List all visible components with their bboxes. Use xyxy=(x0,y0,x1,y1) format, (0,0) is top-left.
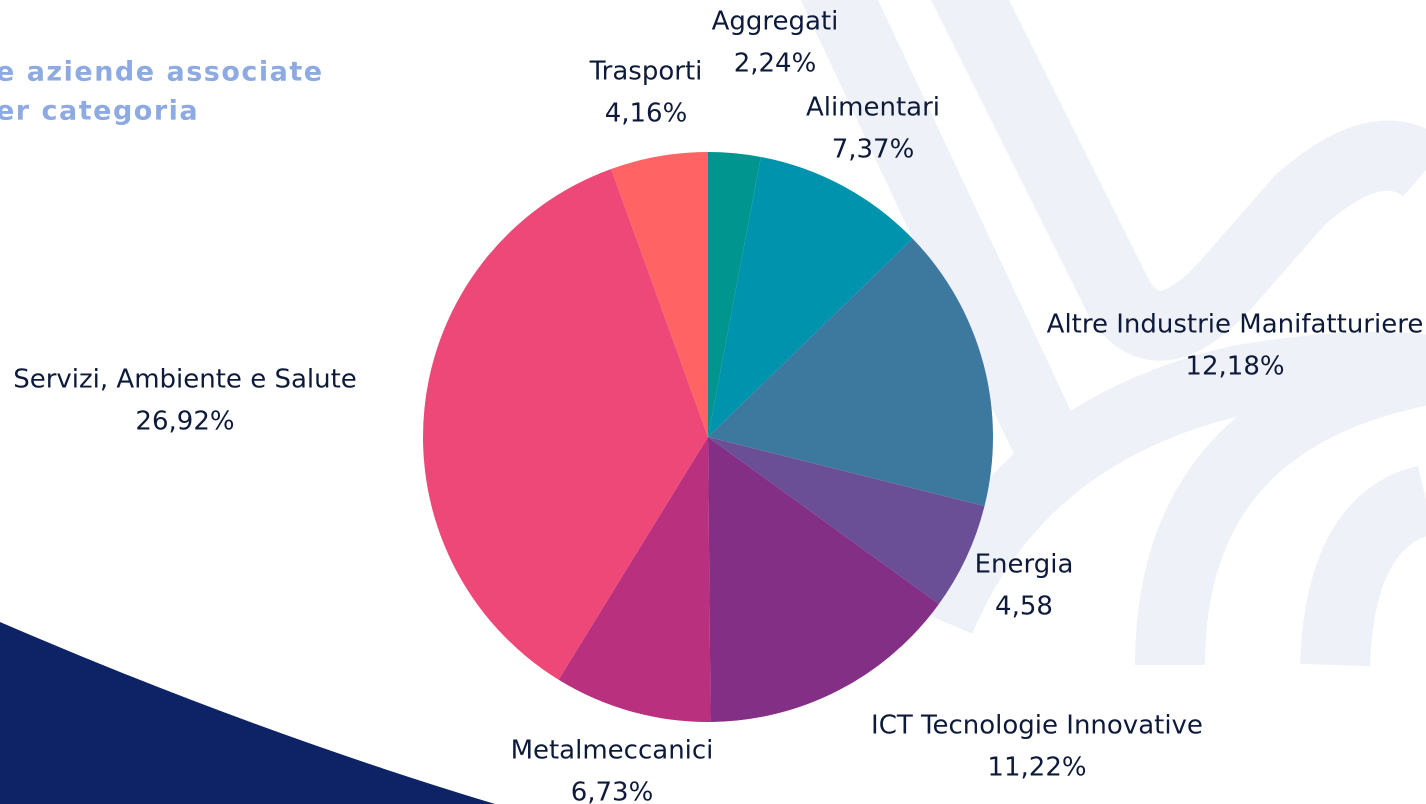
chart: e aziende associate er categoria Aggrega… xyxy=(0,0,1426,804)
slice-name: Metalmeccanici xyxy=(511,736,714,766)
slice-name: Servizi, Ambiente e Salute xyxy=(13,365,357,395)
slice-name: Altre Industrie Manifatturiere xyxy=(1047,310,1424,340)
slice-value-label: 11,22% xyxy=(987,753,1086,783)
pie xyxy=(423,152,993,722)
slice-name: Aggregati xyxy=(712,7,839,37)
navy-shape xyxy=(0,622,495,804)
page: {"chart_data": {"type": "pie", "title_li… xyxy=(0,0,1426,804)
title-line: e aziende associate xyxy=(0,57,324,88)
decor-stroke xyxy=(960,0,1426,326)
title-line: er categoria xyxy=(0,96,199,127)
slice-value-label: 7,37% xyxy=(832,135,915,165)
slice-value-label: 4,58 xyxy=(995,592,1053,622)
slice-value-label: 2,24% xyxy=(734,49,817,79)
slice-name: ICT Tecnologie Innovative xyxy=(871,711,1203,741)
slice-value-label: 6,73% xyxy=(571,778,654,804)
slice-value-label: 12,18% xyxy=(1185,352,1284,382)
slice-name: Trasporti xyxy=(589,57,703,87)
slice-name: Energia xyxy=(975,550,1074,580)
decor-stroke xyxy=(1335,500,1426,665)
slice-name: Alimentari xyxy=(806,93,940,123)
slice-value-label: 26,92% xyxy=(135,407,234,437)
slice-value-label: 4,16% xyxy=(605,99,688,129)
